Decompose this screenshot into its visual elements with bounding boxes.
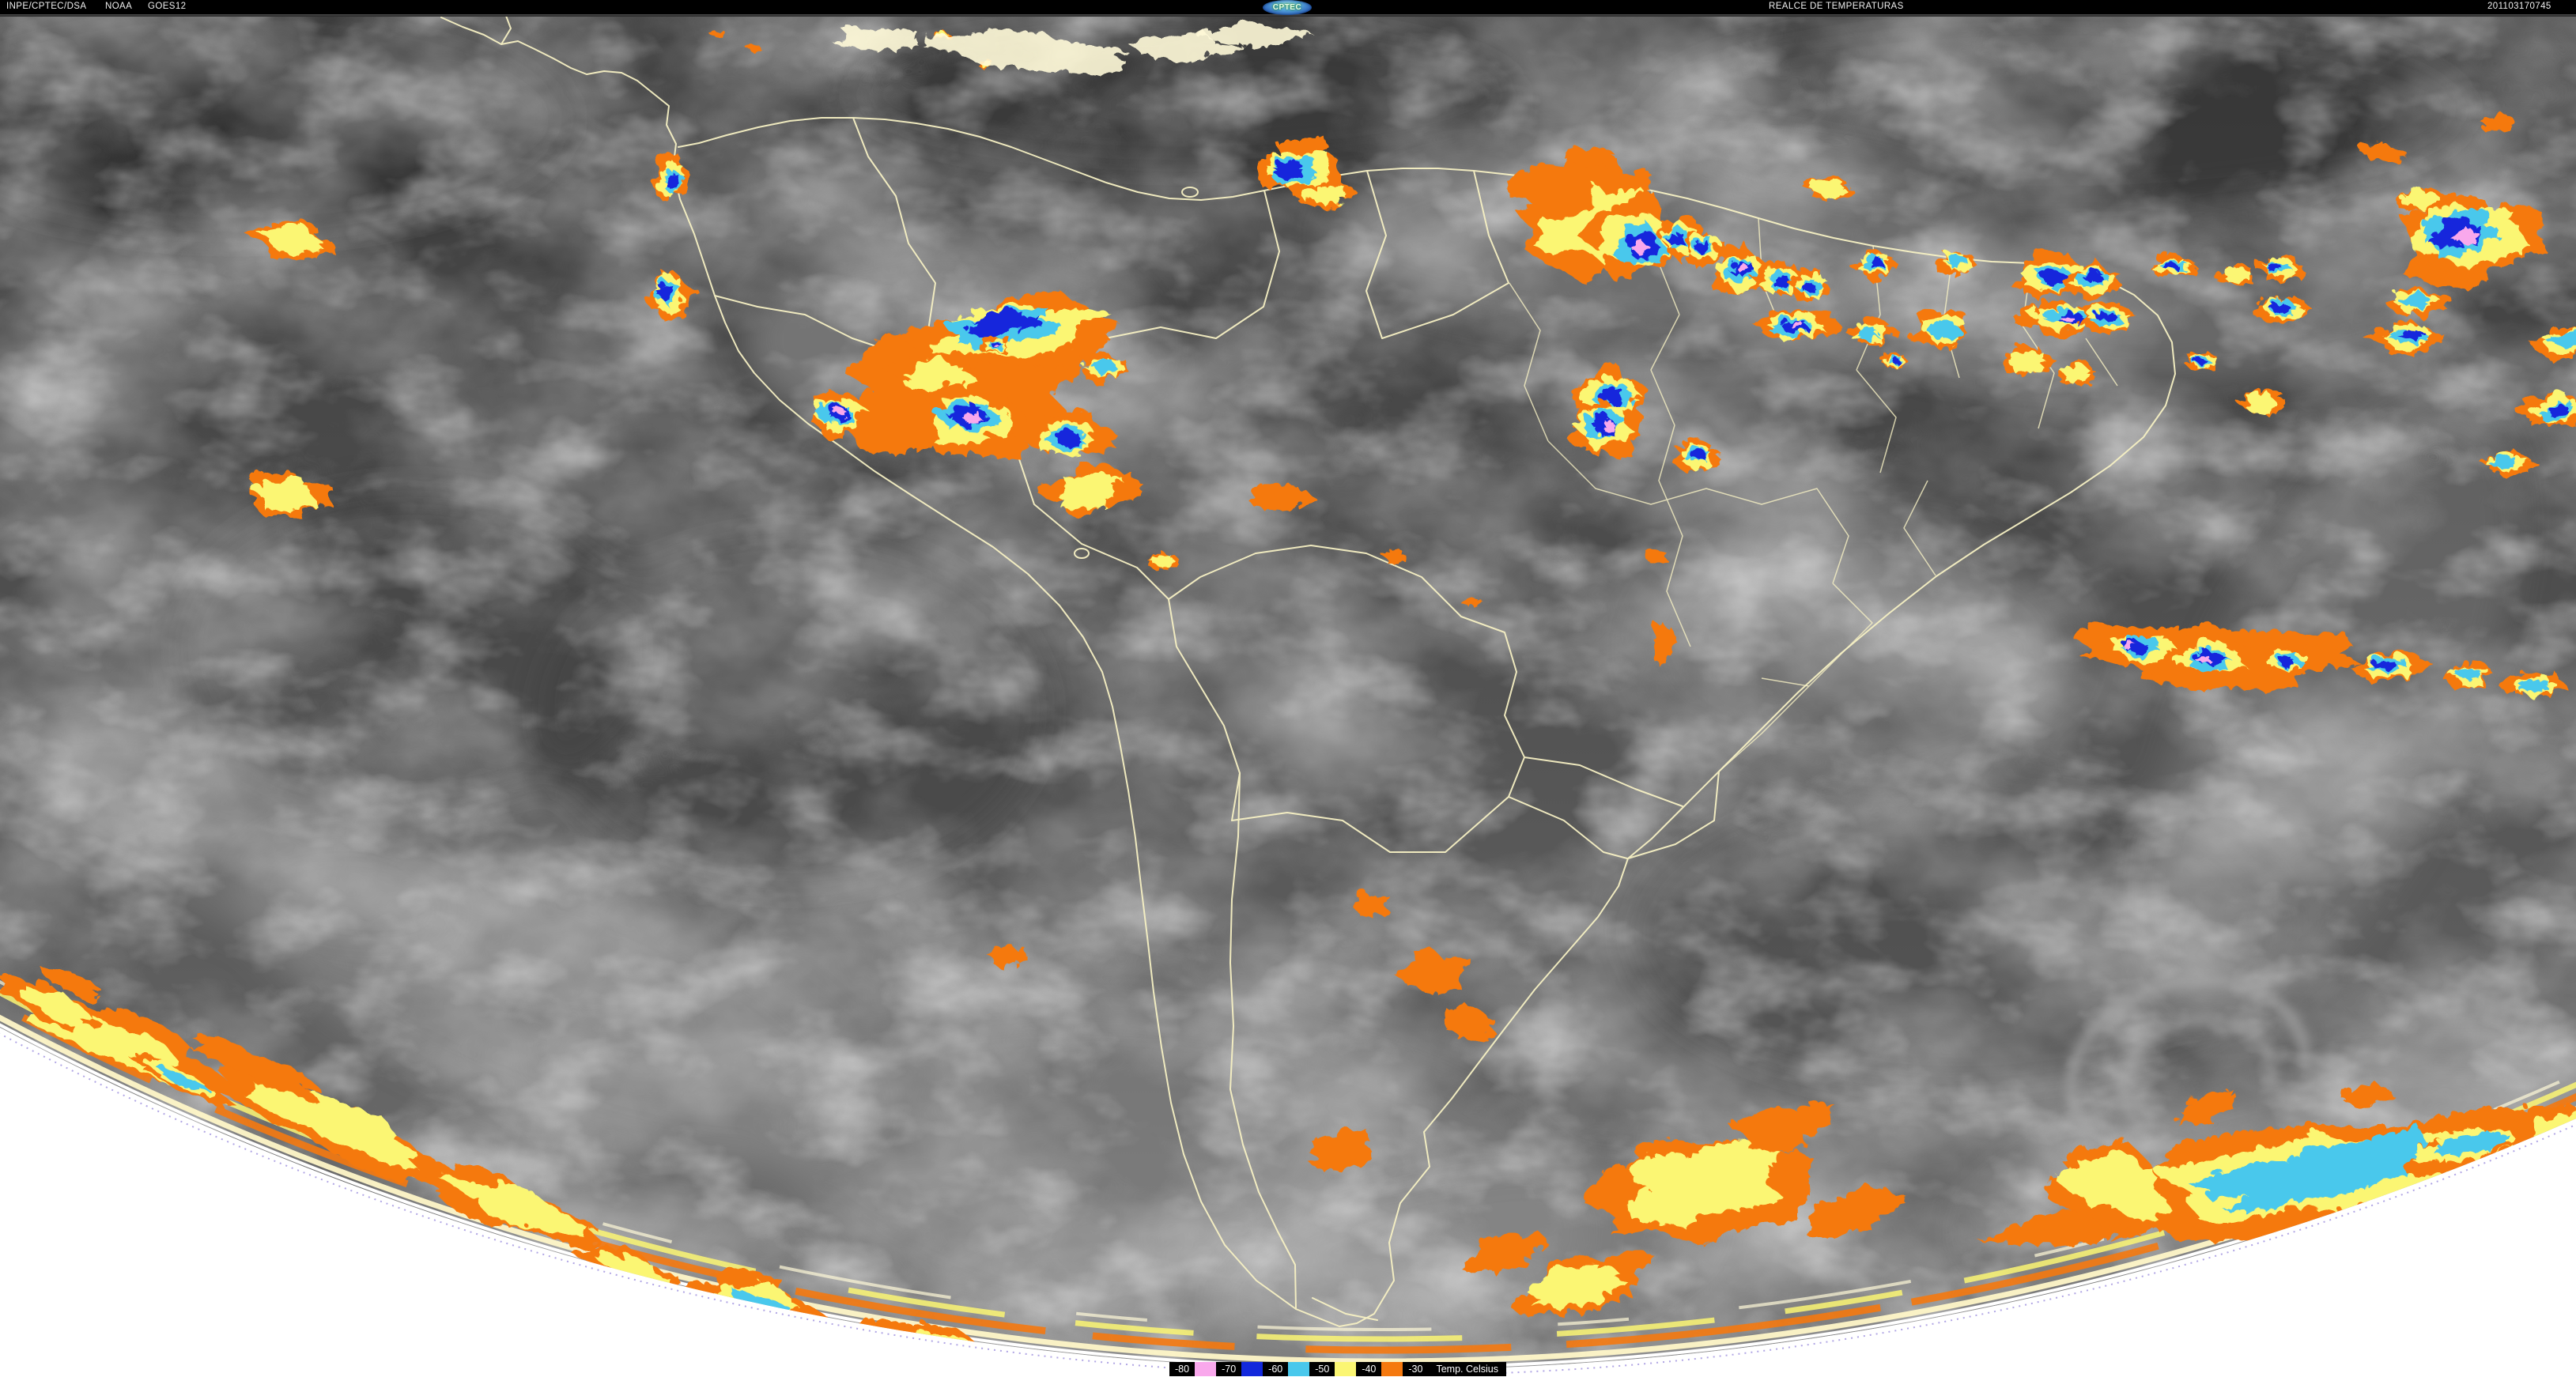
- legend-unit-label: Temp. Celsius: [1428, 1362, 1506, 1376]
- legend-color-swatch: [1381, 1362, 1403, 1376]
- border-bolivia-west: [1168, 598, 1241, 821]
- storm-clusters: [0, 17, 2576, 1370]
- legend-temp-label: -60: [1263, 1362, 1289, 1376]
- timestamp-label: 201103170745: [2487, 2, 2551, 11]
- cyclone-swirl: [2066, 975, 2311, 1134]
- border-panama: [500, 15, 512, 45]
- cptec-logo: CPTEC: [1263, 0, 1312, 15]
- legend-temp-label: -50: [1309, 1362, 1335, 1376]
- legend-color-swatch: [1195, 1362, 1217, 1376]
- lake-titicaca: [1074, 548, 1090, 559]
- cptec-logo-text: CPTEC: [1272, 3, 1302, 12]
- legend-temp-label: -70: [1216, 1362, 1242, 1376]
- temperature-legend: -80 -70 -60 -50 -40 -30 Temp. Celsius: [1169, 1362, 1506, 1376]
- legend-color-swatch: [1288, 1362, 1310, 1376]
- border-guyanas: [1160, 170, 1509, 339]
- header-separator: [0, 14, 2576, 17]
- island-trinidad: [1181, 187, 1199, 198]
- border-tierra-del-fuego: [1312, 1297, 1378, 1321]
- network-label: NOAA: [105, 2, 133, 11]
- legend-color-swatch: [1241, 1362, 1263, 1376]
- border-chile-argentina: [1229, 772, 1297, 1310]
- border-uruguay: [1627, 771, 1720, 859]
- product-title: REALCE DE TEMPERATURAS: [1769, 2, 1904, 11]
- legend-temp-label: -40: [1356, 1362, 1382, 1376]
- border-paraguay: [1231, 756, 1683, 859]
- legend-color-swatch: [1335, 1362, 1357, 1376]
- agency-label: INPE/CPTEC/DSA: [6, 2, 87, 11]
- legend-temp-label: -30: [1403, 1362, 1429, 1376]
- satellite-label: GOES12: [148, 2, 187, 11]
- border-bolivia: [1081, 543, 1525, 798]
- legend-temp-label: -80: [1169, 1362, 1195, 1376]
